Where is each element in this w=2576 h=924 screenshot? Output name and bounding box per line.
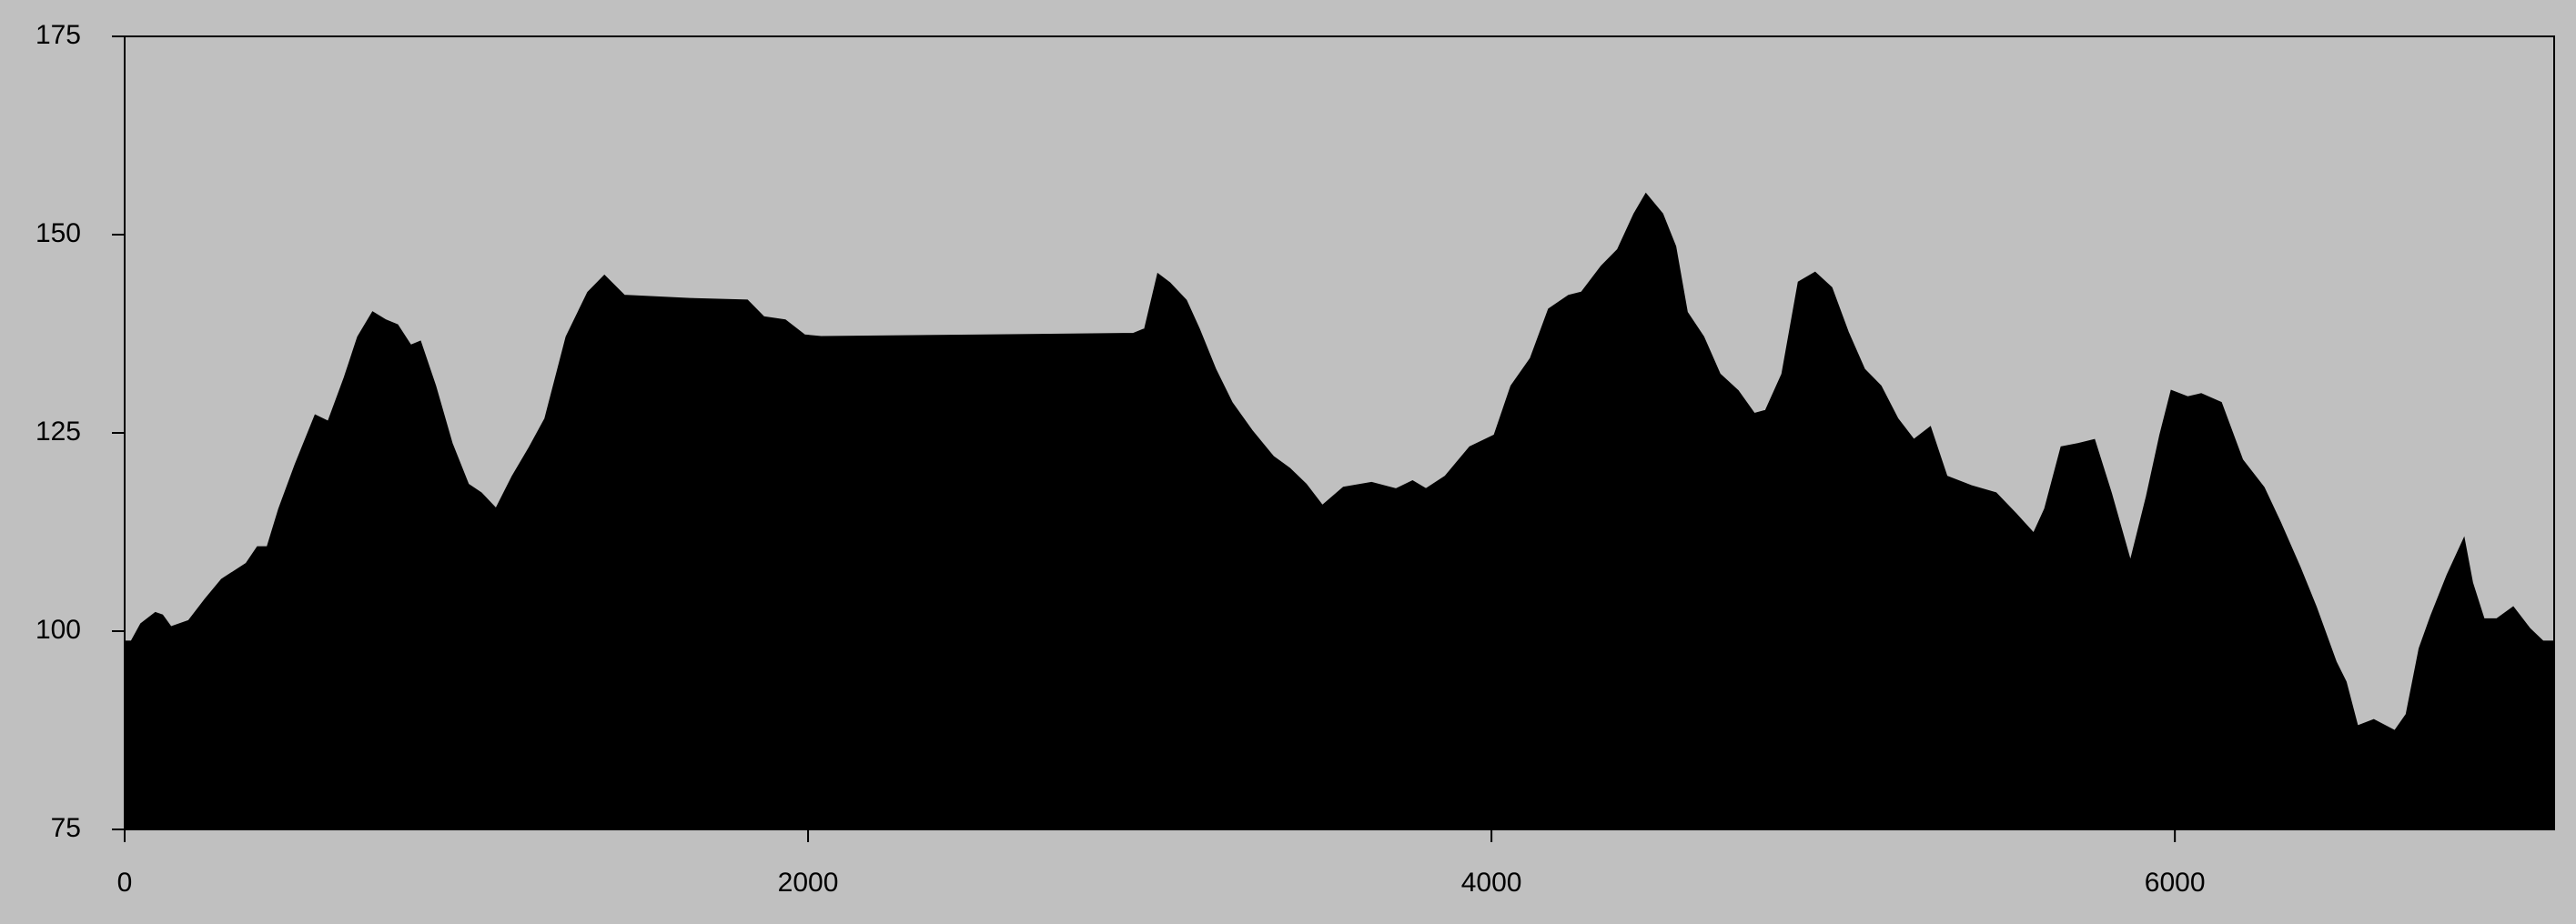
- y-tick-label: 175: [35, 20, 81, 50]
- x-tick-label: 0: [117, 868, 133, 898]
- x-tick-label: 2000: [778, 868, 839, 898]
- y-tick-label: 75: [51, 813, 81, 843]
- y-tick-label: 125: [35, 417, 81, 447]
- area: [124, 192, 2555, 830]
- x-tick-label: 4000: [1461, 868, 1522, 898]
- y-tick-label: 100: [35, 615, 81, 645]
- x-tick-label: 6000: [2145, 868, 2206, 898]
- y-tick-label: 150: [35, 218, 81, 248]
